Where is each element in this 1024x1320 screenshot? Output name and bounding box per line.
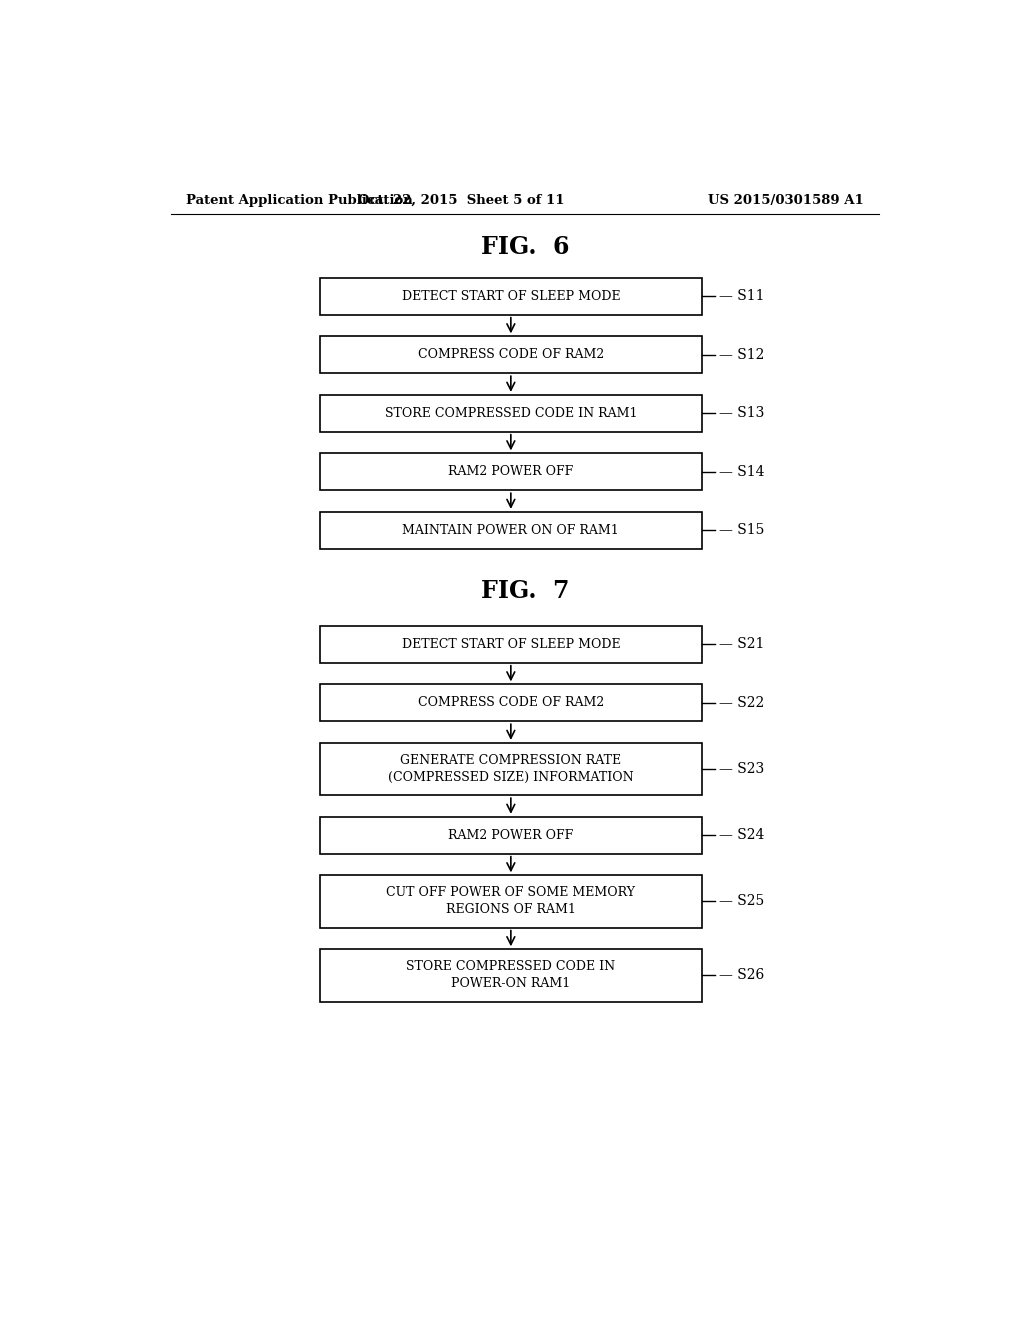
Bar (321, 817, 701, 854)
Text: Oct. 22, 2015  Sheet 5 of 11: Oct. 22, 2015 Sheet 5 of 11 (358, 194, 564, 207)
Text: — S25: — S25 (719, 895, 764, 908)
Text: COMPRESS CODE OF RAM2: COMPRESS CODE OF RAM2 (418, 348, 604, 362)
Text: RAM2 POWER OFF: RAM2 POWER OFF (449, 465, 573, 478)
Text: STORE COMPRESSED CODE IN
POWER-ON RAM1: STORE COMPRESSED CODE IN POWER-ON RAM1 (407, 961, 615, 990)
Text: GENERATE COMPRESSION RATE
(COMPRESSED SIZE) INFORMATION: GENERATE COMPRESSION RATE (COMPRESSED SI… (388, 754, 634, 784)
Text: US 2015/0301589 A1: US 2015/0301589 A1 (709, 194, 864, 207)
Bar (321, 875, 701, 928)
Bar (321, 949, 701, 1002)
Bar (321, 453, 701, 490)
Text: — S21: — S21 (719, 638, 764, 651)
Text: Patent Application Publication: Patent Application Publication (186, 194, 413, 207)
Text: FIG.  7: FIG. 7 (480, 579, 569, 603)
Text: — S24: — S24 (719, 828, 764, 842)
Text: — S23: — S23 (719, 762, 764, 776)
Bar (321, 337, 701, 374)
Text: — S15: — S15 (719, 523, 764, 537)
Text: RAM2 POWER OFF: RAM2 POWER OFF (449, 829, 573, 842)
Text: DETECT START OF SLEEP MODE: DETECT START OF SLEEP MODE (401, 289, 621, 302)
Bar (321, 743, 701, 795)
Bar (321, 684, 701, 721)
Text: — S26: — S26 (719, 969, 764, 982)
Bar (321, 277, 701, 314)
Text: — S13: — S13 (719, 407, 764, 420)
Text: — S14: — S14 (719, 465, 764, 479)
Text: — S11: — S11 (719, 289, 764, 304)
Text: CUT OFF POWER OF SOME MEMORY
REGIONS OF RAM1: CUT OFF POWER OF SOME MEMORY REGIONS OF … (386, 887, 635, 916)
Bar (321, 512, 701, 549)
Text: MAINTAIN POWER ON OF RAM1: MAINTAIN POWER ON OF RAM1 (402, 524, 620, 537)
Text: DETECT START OF SLEEP MODE: DETECT START OF SLEEP MODE (401, 638, 621, 651)
Text: — S22: — S22 (719, 696, 764, 710)
Bar (321, 395, 701, 432)
Bar (321, 626, 701, 663)
Text: STORE COMPRESSED CODE IN RAM1: STORE COMPRESSED CODE IN RAM1 (385, 407, 637, 420)
Text: — S12: — S12 (719, 347, 764, 362)
Text: COMPRESS CODE OF RAM2: COMPRESS CODE OF RAM2 (418, 696, 604, 709)
Text: FIG.  6: FIG. 6 (480, 235, 569, 259)
